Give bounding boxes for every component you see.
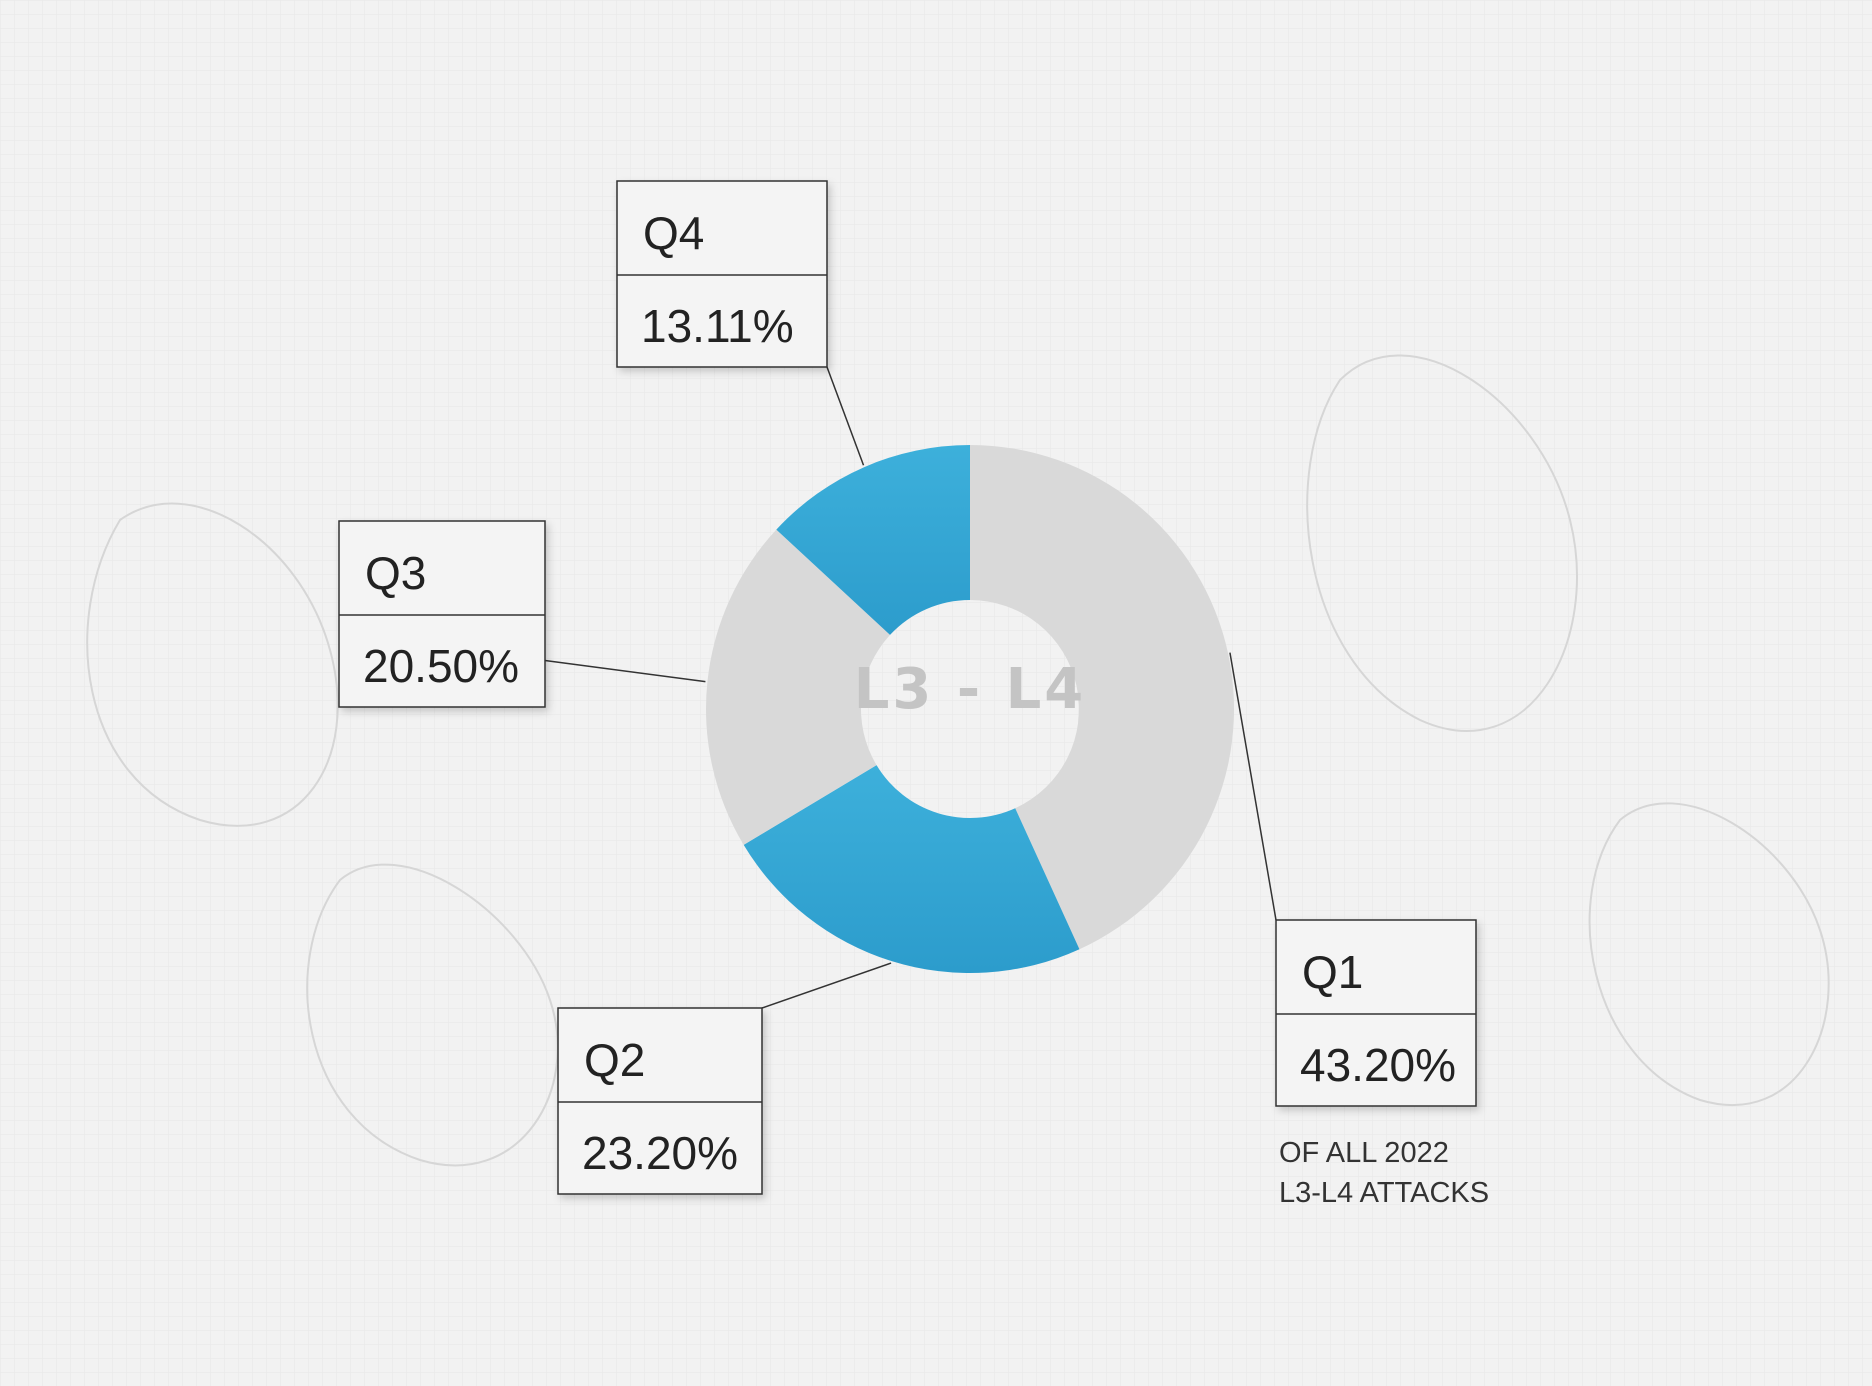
slice-label-q4: Q4 [643,207,704,259]
leader-lines [544,366,1277,1009]
center-label: L3 - L4 [854,657,1087,722]
slice-label-q2: Q2 [584,1034,645,1086]
leader-line-q1 [1229,652,1277,921]
slice-label-q1: Q1 [1302,946,1363,998]
background-decoration [86,354,1830,1167]
label-box-q1: Q1 43.20% [1275,919,1477,1107]
slice-q3 [706,529,891,845]
footnote-line-1: OF ALL 2022 [1279,1137,1449,1169]
slice-value-q1: 43.20% [1300,1039,1456,1091]
donut-slices [706,445,1234,973]
label-box-q4: Q4 13.11% [616,180,828,368]
slice-label-q3: Q3 [365,547,426,599]
slice-value-q4: 13.11% [641,300,794,352]
footnote-line-2: L3-L4 ATTACKS [1279,1177,1489,1209]
slice-q2 [743,765,1080,973]
leader-line-q4 [826,366,865,466]
label-box-frame [557,1007,763,1195]
slice-value-q3: 20.50% [363,640,519,692]
slice-value-q2: 23.20% [582,1127,738,1179]
slice-q4 [776,445,970,635]
leader-line-q2 [761,962,892,1009]
slice-label-boxes: Q1 43.20% Q2 23.20% Q3 20.50% Q4 13.11% [338,180,1477,1195]
footnote: OF ALL 2022 L3-L4 ATTACKS [1279,1137,1489,1209]
label-box-frame [338,520,546,708]
label-box-q2: Q2 23.20% [557,1007,763,1195]
label-box-frame [616,180,828,368]
leader-line-q3 [544,659,706,683]
slice-q1 [970,445,1234,950]
label-box-q3: Q3 20.50% [338,520,546,708]
label-box-frame [1275,919,1477,1107]
